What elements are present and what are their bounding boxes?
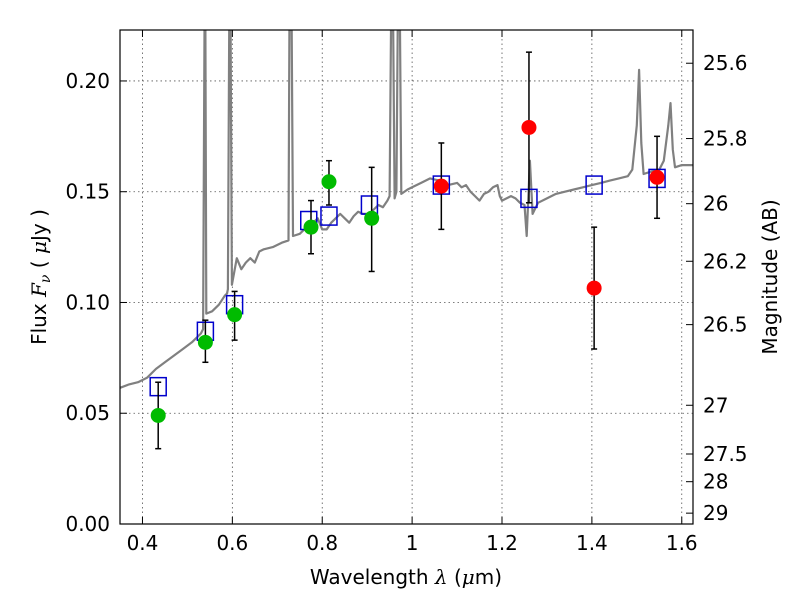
x-tick-label: 1.2 (486, 531, 518, 555)
x-tick-label: 0.4 (127, 531, 159, 555)
observed-green-point (197, 334, 213, 350)
model-photometry-square (585, 175, 603, 195)
observed-green-point (303, 219, 319, 235)
mag-tick-label: 27 (703, 393, 728, 417)
x-axis-label: Wavelength λ (μm) (310, 565, 502, 589)
series (120, 30, 693, 450)
mag-tick-label: 26.2 (703, 249, 748, 273)
observed-green-point (150, 407, 166, 423)
plot-frame (119, 29, 694, 525)
ticks: 0.4 0.6 0.8 1 1.2 1.4 1.6 0.00 0.05 0.10 0.15 0.20 2… (65, 30, 748, 555)
x-tick-label: 0.8 (306, 531, 338, 555)
x-tick-label: 1.6 (666, 531, 698, 555)
y2-axis-label: Magnitude (AB) (758, 199, 782, 354)
observed-red-point (586, 280, 602, 296)
x-tick-label: 1 (406, 531, 419, 555)
y-tick-label: 0.15 (65, 180, 110, 204)
x-tick-label: 1.4 (576, 531, 608, 555)
model-spectrum-line (120, 30, 693, 389)
y-tick-label: 0.10 (65, 290, 110, 314)
model-photometry-square (320, 206, 338, 226)
mag-tick-label: 26.5 (703, 313, 748, 337)
observed-green-point (227, 307, 243, 323)
observed-green-point (321, 174, 337, 190)
observed-red-point (649, 169, 665, 185)
mag-tick-label: 25.8 (703, 127, 748, 151)
observed-red-point (521, 119, 537, 135)
mag-tick-label: 28 (703, 470, 728, 494)
y-tick-label: 0.05 (65, 401, 110, 425)
y-tick-label: 0.20 (65, 69, 110, 93)
y-axis-label: Flux Fν ( μJy ) (27, 209, 54, 345)
mag-tick-label: 25.6 (703, 51, 748, 75)
mag-tick-label: 27.5 (703, 442, 748, 466)
observed-green-point (364, 210, 380, 226)
mag-tick-label: 26 (703, 192, 728, 216)
mag-tick-label: 29 (703, 501, 728, 525)
grid (120, 30, 693, 525)
observed-red-point (433, 178, 449, 194)
x-tick-label: 0.6 (216, 531, 248, 555)
y-tick-label: 0.00 (65, 512, 110, 536)
